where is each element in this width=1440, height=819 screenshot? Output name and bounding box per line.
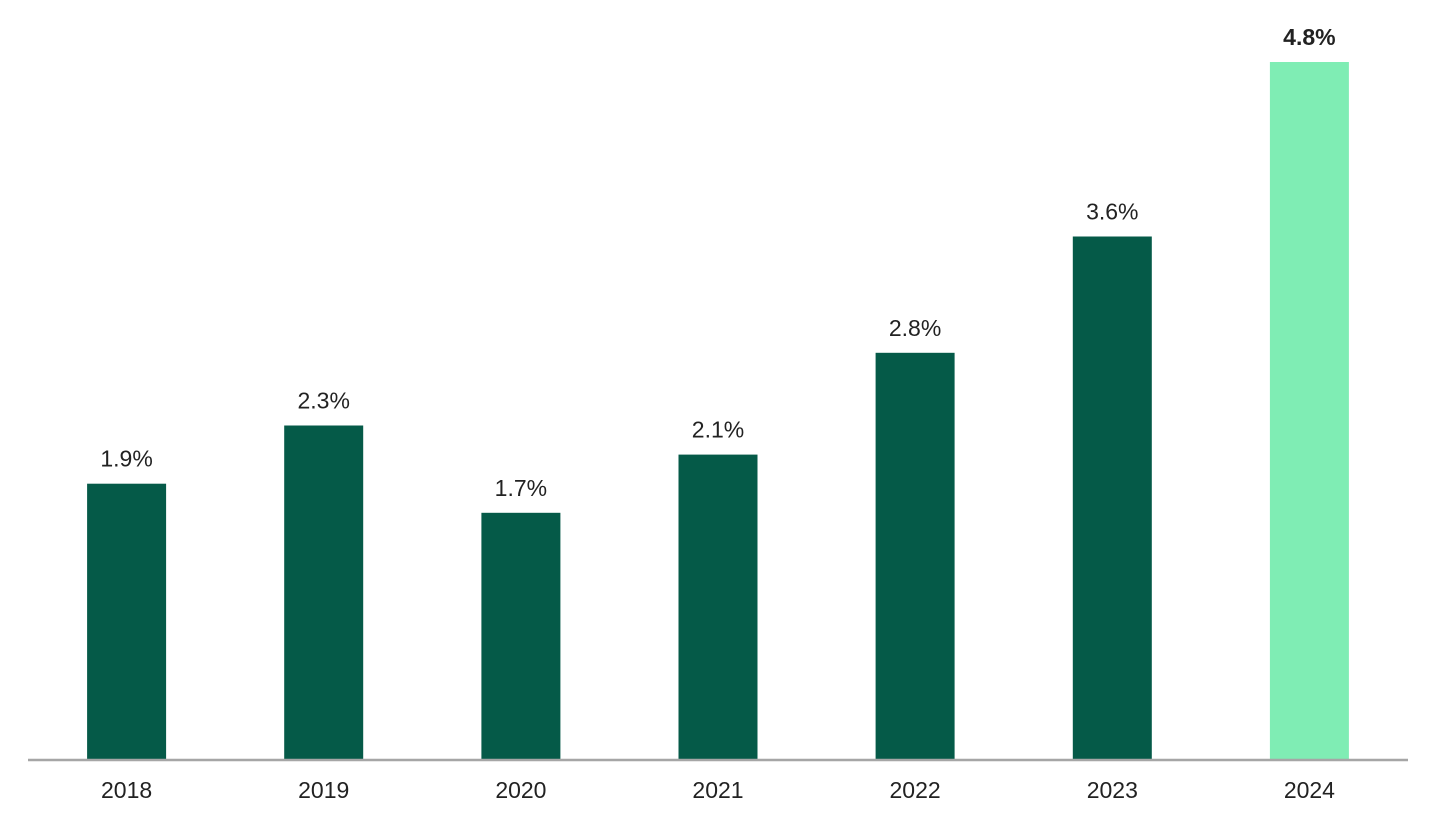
- x-tick-label-2022: 2022: [890, 777, 941, 803]
- value-label-2020: 1.7%: [495, 475, 547, 501]
- value-label-2024: 4.8%: [1283, 24, 1335, 50]
- bar-2021: [678, 454, 758, 760]
- x-tick-labels-group: 2018 2019 2020 2021 2022 2023 2024: [101, 777, 1335, 803]
- x-tick-label-2019: 2019: [298, 777, 349, 803]
- x-tick-label-2018: 2018: [101, 777, 152, 803]
- value-label-2023: 3.6%: [1086, 199, 1138, 225]
- value-labels-group: 1.9% 2.3% 1.7% 2.1% 2.8% 3.6% 4.8%: [100, 24, 1335, 501]
- x-tick-label-2020: 2020: [495, 777, 546, 803]
- value-label-2021: 2.1%: [692, 417, 744, 443]
- bars-group: [87, 62, 1349, 760]
- x-tick-label-2023: 2023: [1087, 777, 1138, 803]
- bar-2024: [1269, 62, 1349, 760]
- bar-2018: [87, 483, 167, 760]
- value-label-2018: 1.9%: [100, 446, 152, 472]
- bar-2020: [481, 512, 561, 760]
- x-tick-label-2021: 2021: [692, 777, 743, 803]
- x-tick-label-2024: 2024: [1284, 777, 1335, 803]
- value-label-2019: 2.3%: [297, 388, 349, 414]
- bar-2019: [284, 425, 364, 760]
- bar-2023: [1072, 236, 1152, 760]
- bar-2022: [875, 352, 955, 760]
- value-label-2022: 2.8%: [889, 315, 941, 341]
